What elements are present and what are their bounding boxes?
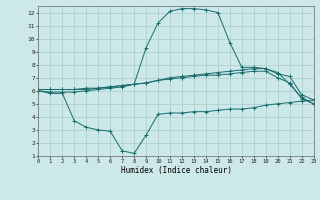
X-axis label: Humidex (Indice chaleur): Humidex (Indice chaleur)	[121, 166, 231, 175]
